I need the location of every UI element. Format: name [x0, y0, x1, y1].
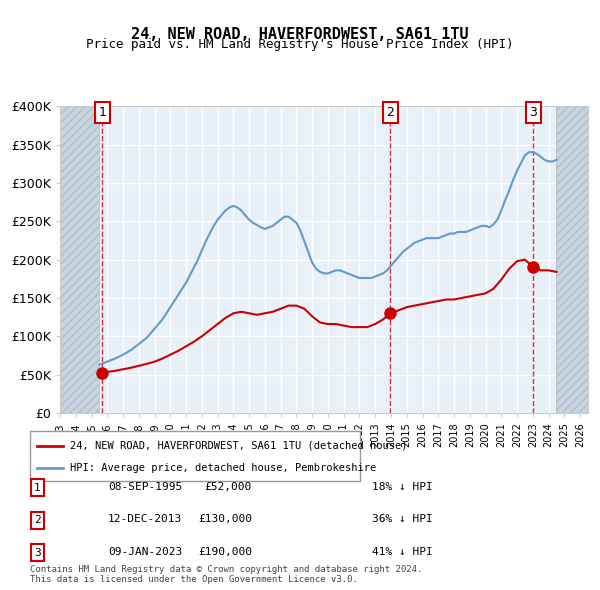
- Text: 24, NEW ROAD, HAVERFORDWEST, SA61 1TU (detached house): 24, NEW ROAD, HAVERFORDWEST, SA61 1TU (d…: [70, 441, 407, 451]
- Bar: [60, 106, 100, 413]
- Bar: [556, 106, 588, 413]
- Text: Contains HM Land Registry data © Crown copyright and database right 2024.
This d: Contains HM Land Registry data © Crown c…: [30, 565, 422, 584]
- Text: 3: 3: [34, 548, 41, 558]
- FancyBboxPatch shape: [31, 512, 44, 529]
- Text: 2: 2: [34, 516, 41, 525]
- Text: 12-DEC-2013: 12-DEC-2013: [108, 514, 182, 524]
- Text: 3: 3: [529, 106, 537, 119]
- Text: Price paid vs. HM Land Registry's House Price Index (HPI): Price paid vs. HM Land Registry's House …: [86, 38, 514, 51]
- Text: 2: 2: [386, 106, 394, 119]
- FancyBboxPatch shape: [31, 545, 44, 561]
- Text: 18% ↓ HPI: 18% ↓ HPI: [372, 482, 433, 491]
- Text: 41% ↓ HPI: 41% ↓ HPI: [372, 547, 433, 556]
- FancyBboxPatch shape: [30, 431, 360, 481]
- Bar: [556, 106, 588, 413]
- Text: £130,000: £130,000: [198, 514, 252, 524]
- Text: £52,000: £52,000: [205, 482, 252, 491]
- Text: 1: 1: [34, 483, 41, 493]
- Bar: [60, 106, 100, 413]
- Text: 08-SEP-1995: 08-SEP-1995: [108, 482, 182, 491]
- Text: HPI: Average price, detached house, Pembrokeshire: HPI: Average price, detached house, Pemb…: [70, 463, 376, 473]
- FancyBboxPatch shape: [31, 480, 44, 496]
- Text: 36% ↓ HPI: 36% ↓ HPI: [372, 514, 433, 524]
- Text: 24, NEW ROAD, HAVERFORDWEST, SA61 1TU: 24, NEW ROAD, HAVERFORDWEST, SA61 1TU: [131, 27, 469, 41]
- Text: 1: 1: [98, 106, 106, 119]
- Text: 09-JAN-2023: 09-JAN-2023: [108, 547, 182, 556]
- Text: £190,000: £190,000: [198, 547, 252, 556]
